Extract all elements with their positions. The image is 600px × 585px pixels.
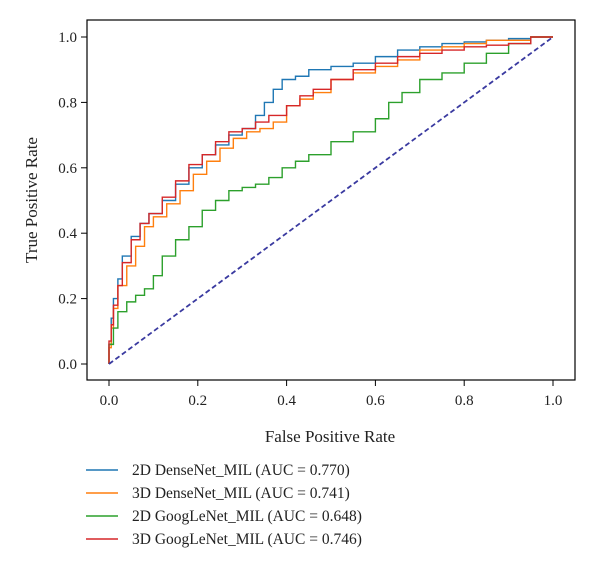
x-axis-ticks: 0.0 0.2 0.4 0.6 0.8 1.0 [100,380,563,409]
y-tick-label: 0.6 [58,161,77,177]
series-line-2 [108,36,553,364]
legend-entry-3: 3D GoogLeNet_MIL (AUC = 0.746) [132,531,362,548]
x-tick-label: 0.6 [366,393,385,409]
y-tick-label: 1.0 [58,30,77,46]
x-tick-label: 0.0 [100,393,119,409]
y-tick-label: 0.2 [58,292,77,308]
chance-diagonal-line [108,36,554,365]
y-tick-label: 0.8 [58,95,77,111]
series-line-3 [108,36,553,364]
x-tick-label: 0.2 [188,393,207,409]
legend-entry-0: 2D DenseNet_MIL (AUC = 0.770) [132,462,350,479]
legend-entry-2: 2D GoogLeNet_MIL (AUC = 0.648) [132,508,362,525]
x-tick-label: 1.0 [544,393,563,409]
legend-entry-1: 3D DenseNet_MIL (AUC = 0.741) [132,485,350,502]
plot-lines [108,36,554,365]
legend: 2D DenseNet_MIL (AUC = 0.770) 3D DenseNet… [86,462,362,548]
x-tick-label: 0.8 [455,393,474,409]
y-tick-label: 0.0 [58,357,77,373]
x-tick-label: 0.4 [277,393,296,409]
series-line-1 [108,36,553,364]
x-axis-label: False Positive Rate [265,427,395,446]
y-axis-ticks: 0.0 0.2 0.4 0.6 0.8 1.0 [58,30,87,373]
y-axis-label: True Positive Rate [22,137,41,263]
y-tick-label: 0.4 [58,226,77,242]
plot-frame [86,19,576,381]
